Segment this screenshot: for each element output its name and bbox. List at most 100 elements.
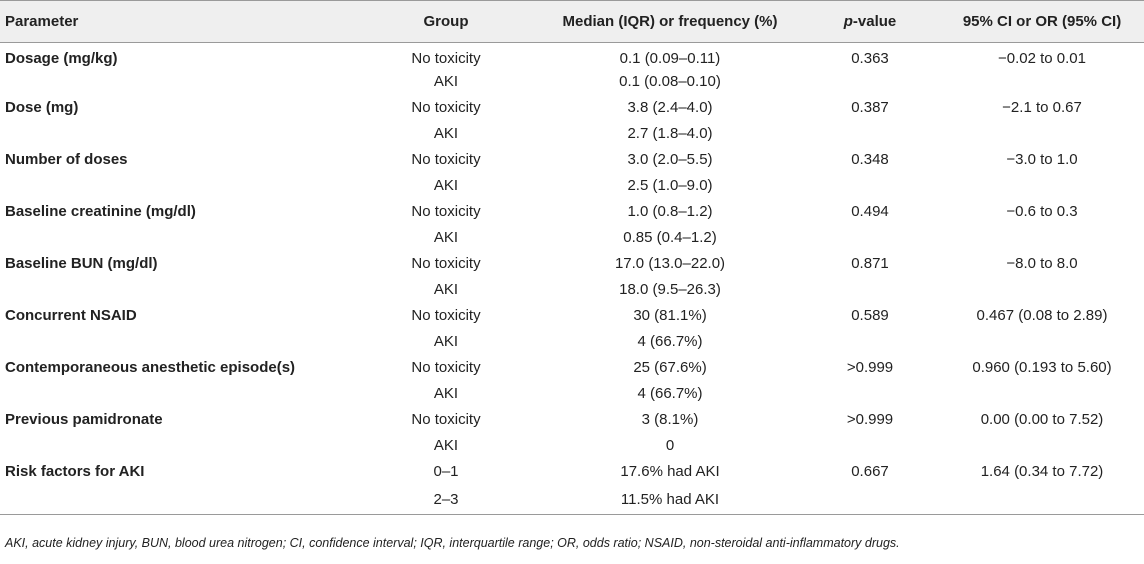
cell-median: 0.1 (0.08–0.10) (619, 73, 721, 90)
cell-ci: −2.1 to 0.67 (1002, 99, 1082, 116)
cell-ci (940, 277, 1144, 303)
cell-ci: −8.0 to 8.0 (1006, 255, 1078, 272)
cell-parameter: Number of doses (5, 151, 128, 168)
cell-group: AKI (433, 229, 459, 246)
cell-pvalue: 0.494 (851, 203, 889, 220)
table-row: Number of doses No toxicity 3.0 (2.0–5.5) 0… (0, 147, 1144, 173)
table-row: Contemporaneous anesthetic episode(s) No … (0, 355, 1144, 381)
table-row: Baseline creatinine (mg/dl) No toxicity 1.… (0, 199, 1144, 225)
cell-median: 2.7 (1.8–4.0) (627, 125, 713, 142)
cell-pvalue: 0.667 (851, 463, 889, 480)
cell-parameter (0, 173, 352, 199)
cell-group: AKI (433, 281, 459, 298)
cell-parameter: Baseline creatinine (mg/dl) (5, 203, 196, 220)
cell-group: AKI (433, 125, 459, 142)
cell-pvalue: 0.348 (851, 151, 889, 168)
cell-group: No toxicity (411, 151, 481, 168)
cell-pvalue: 0.871 (851, 255, 889, 272)
cell-group: AKI (433, 177, 459, 194)
cell-group: No toxicity (411, 411, 481, 428)
cell-ci (940, 329, 1144, 355)
cell-median: 0.1 (0.09–0.11) (619, 50, 721, 68)
table-row: AKI 2.7 (1.8–4.0) (0, 121, 1144, 147)
cell-parameter: Dose (mg) (5, 99, 79, 116)
table-row: Dose (mg) No toxicity 3.8 (2.4–4.0) 0.387 −2… (0, 95, 1144, 121)
cell-median: 3 (8.1%) (641, 411, 699, 428)
cell-median: 4 (66.7%) (637, 385, 703, 402)
cell-ci: −0.02 to 0.01 (998, 50, 1086, 68)
cell-median: 0.85 (0.4–1.2) (623, 229, 717, 246)
table-row: AKI 0.1 (0.08–0.10) (0, 69, 1144, 95)
cell-median: 4 (66.7%) (637, 333, 703, 350)
cell-group: No toxicity (411, 203, 481, 220)
cell-ci (940, 121, 1144, 147)
cell-group: 2–3 (433, 490, 459, 508)
cell-ci: −3.0 to 1.0 (1006, 151, 1078, 168)
cell-ci: 1.64 (0.34 to 7.72) (980, 463, 1104, 480)
cell-pvalue: 0.387 (851, 99, 889, 116)
table-row: AKI 4 (66.7%) (0, 381, 1144, 407)
header-ci: 95% CI or OR (95% CI) (962, 13, 1122, 30)
results-table: Parameter Group Median (IQR) or frequenc… (0, 0, 1144, 515)
cell-ci (940, 433, 1144, 459)
cell-ci (940, 173, 1144, 199)
table-row: Risk factors for AKI 0–1 17.6% had AKI 0.66… (0, 459, 1144, 485)
table-row: Baseline BUN (mg/dl) No toxicity 17.0 (13.… (0, 251, 1144, 277)
cell-ci: −0.6 to 0.3 (1006, 203, 1078, 220)
table-row: Dosage (mg/kg) No toxicity 0.1 (0.09–0.11)… (0, 43, 1144, 69)
cell-group: No toxicity (411, 307, 481, 324)
header-parameter: Parameter (5, 13, 79, 30)
cell-parameter: Risk factors for AKI (5, 463, 145, 480)
table-row: AKI 2.5 (1.0–9.0) (0, 173, 1144, 199)
cell-group: No toxicity (411, 255, 481, 272)
cell-pvalue (800, 433, 940, 459)
cell-group: No toxicity (411, 99, 481, 116)
table-row: AKI 0.85 (0.4–1.2) (0, 225, 1144, 251)
cell-parameter: Concurrent NSAID (5, 307, 137, 324)
cell-ci (940, 381, 1144, 407)
cell-median: 3.0 (2.0–5.5) (627, 151, 713, 168)
cell-pvalue (800, 329, 940, 355)
header-row: Parameter Group Median (IQR) or frequenc… (0, 0, 1144, 43)
cell-median: 1.0 (0.8–1.2) (627, 203, 713, 220)
cell-median: 3.8 (2.4–4.0) (627, 99, 713, 116)
cell-parameter: Baseline BUN (mg/dl) (5, 255, 158, 272)
cell-median: 17.6% had AKI (620, 463, 720, 480)
cell-pvalue: 0.363 (851, 50, 889, 68)
cell-parameter: Previous pamidronate (5, 411, 163, 428)
cell-ci: 0.00 (0.00 to 7.52) (980, 411, 1104, 428)
header-pvalue-rest: -value (852, 13, 897, 30)
table-row: AKI 0 (0, 433, 1144, 459)
table-body: Dosage (mg/kg) No toxicity 0.1 (0.09–0.11)… (0, 43, 1144, 515)
cell-parameter: Dosage (mg/kg) (5, 50, 118, 68)
table-row: Concurrent NSAID No toxicity 30 (81.1%) 0.5… (0, 303, 1144, 329)
cell-parameter (0, 433, 352, 459)
header-pvalue-p: p (843, 13, 853, 30)
cell-pvalue (800, 173, 940, 199)
cell-parameter (0, 69, 352, 95)
cell-group: No toxicity (411, 50, 481, 68)
cell-median: 2.5 (1.0–9.0) (627, 177, 713, 194)
header-group: Group (423, 13, 469, 30)
table-row: AKI 4 (66.7%) (0, 329, 1144, 355)
cell-group: AKI (433, 73, 459, 90)
header-pvalue: p-value (800, 1, 940, 43)
cell-group: No toxicity (411, 359, 481, 376)
cell-group: AKI (433, 385, 459, 402)
cell-pvalue (800, 121, 940, 147)
cell-parameter (0, 225, 352, 251)
cell-pvalue (800, 225, 940, 251)
cell-pvalue (800, 381, 940, 407)
table-footnote: AKI, acute kidney injury, BUN, blood ure… (5, 536, 900, 550)
cell-ci: 0.467 (0.08 to 2.89) (976, 307, 1108, 324)
cell-ci (940, 69, 1144, 95)
cell-parameter (0, 277, 352, 303)
cell-median: 0 (665, 437, 675, 454)
cell-pvalue (800, 69, 940, 95)
cell-ci (940, 225, 1144, 251)
table-header: Parameter Group Median (IQR) or frequenc… (0, 0, 1144, 43)
cell-parameter: Contemporaneous anesthetic episode(s) (5, 359, 296, 376)
cell-median: 18.0 (9.5–26.3) (619, 281, 721, 298)
cell-parameter (0, 121, 352, 147)
cell-ci (940, 485, 1144, 515)
